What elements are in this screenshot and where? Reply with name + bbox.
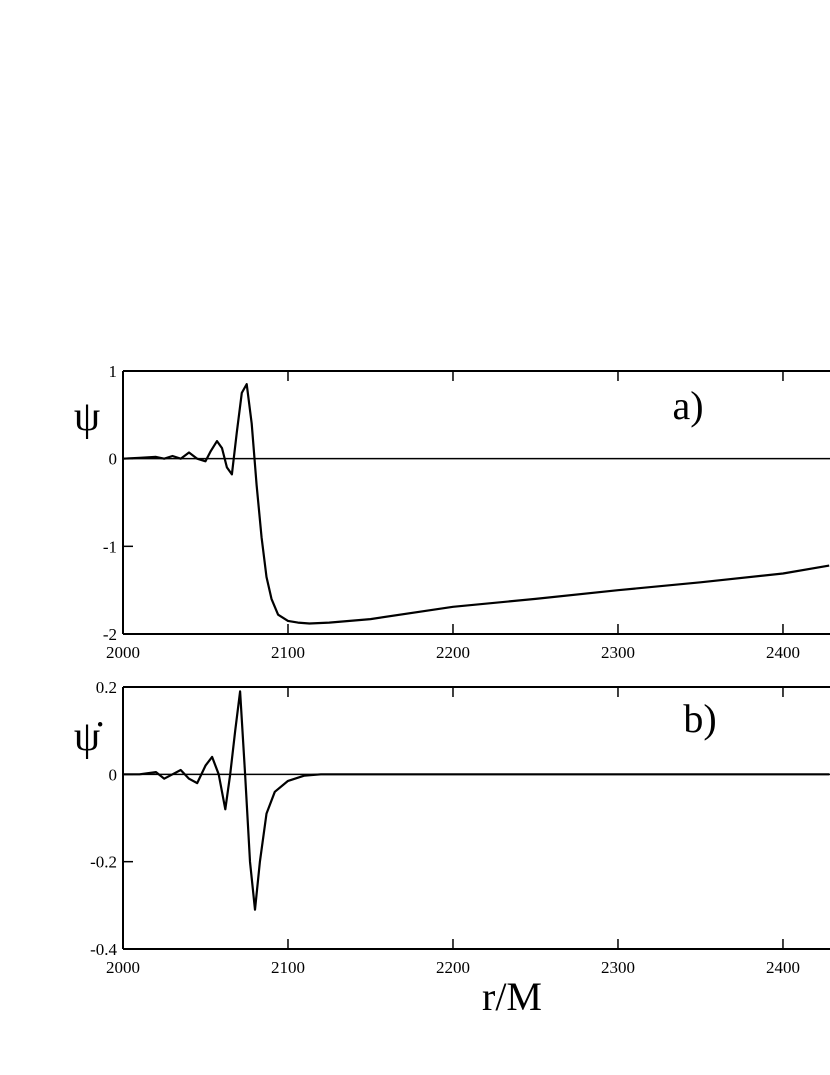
x-tick-label: 2400: [766, 643, 800, 662]
y-tick-label: -1: [103, 537, 117, 556]
data-line: [123, 690, 830, 911]
data-line: [122, 383, 830, 625]
x-tick-label: 2000: [106, 958, 140, 977]
x-tick-label: 2100: [271, 643, 305, 662]
x-tick-label: 2300: [601, 958, 635, 977]
y-tick-label: 0: [109, 450, 118, 469]
y-tick-label: 0.2: [96, 678, 117, 697]
x-tick-label: 2400: [766, 958, 800, 977]
y-axis-label: ψ̇: [74, 714, 103, 760]
x-axis-label: r/M: [482, 974, 542, 1019]
x-tick-label: 2200: [436, 643, 470, 662]
y-axis-label: ψ: [74, 394, 100, 440]
y-tick-label: 1: [109, 362, 118, 381]
y-tick-label: -0.2: [90, 853, 117, 872]
panel-label: a): [672, 383, 703, 428]
x-tick-label: 2100: [271, 958, 305, 977]
y-tick-label: -0.4: [90, 940, 117, 959]
y-tick-label: -2: [103, 625, 117, 644]
x-tick-label: 2200: [436, 958, 470, 977]
panel-label: b): [683, 696, 716, 741]
y-tick-label: 0: [109, 765, 118, 784]
x-tick-label: 2300: [601, 643, 635, 662]
x-tick-label: 2000: [106, 643, 140, 662]
